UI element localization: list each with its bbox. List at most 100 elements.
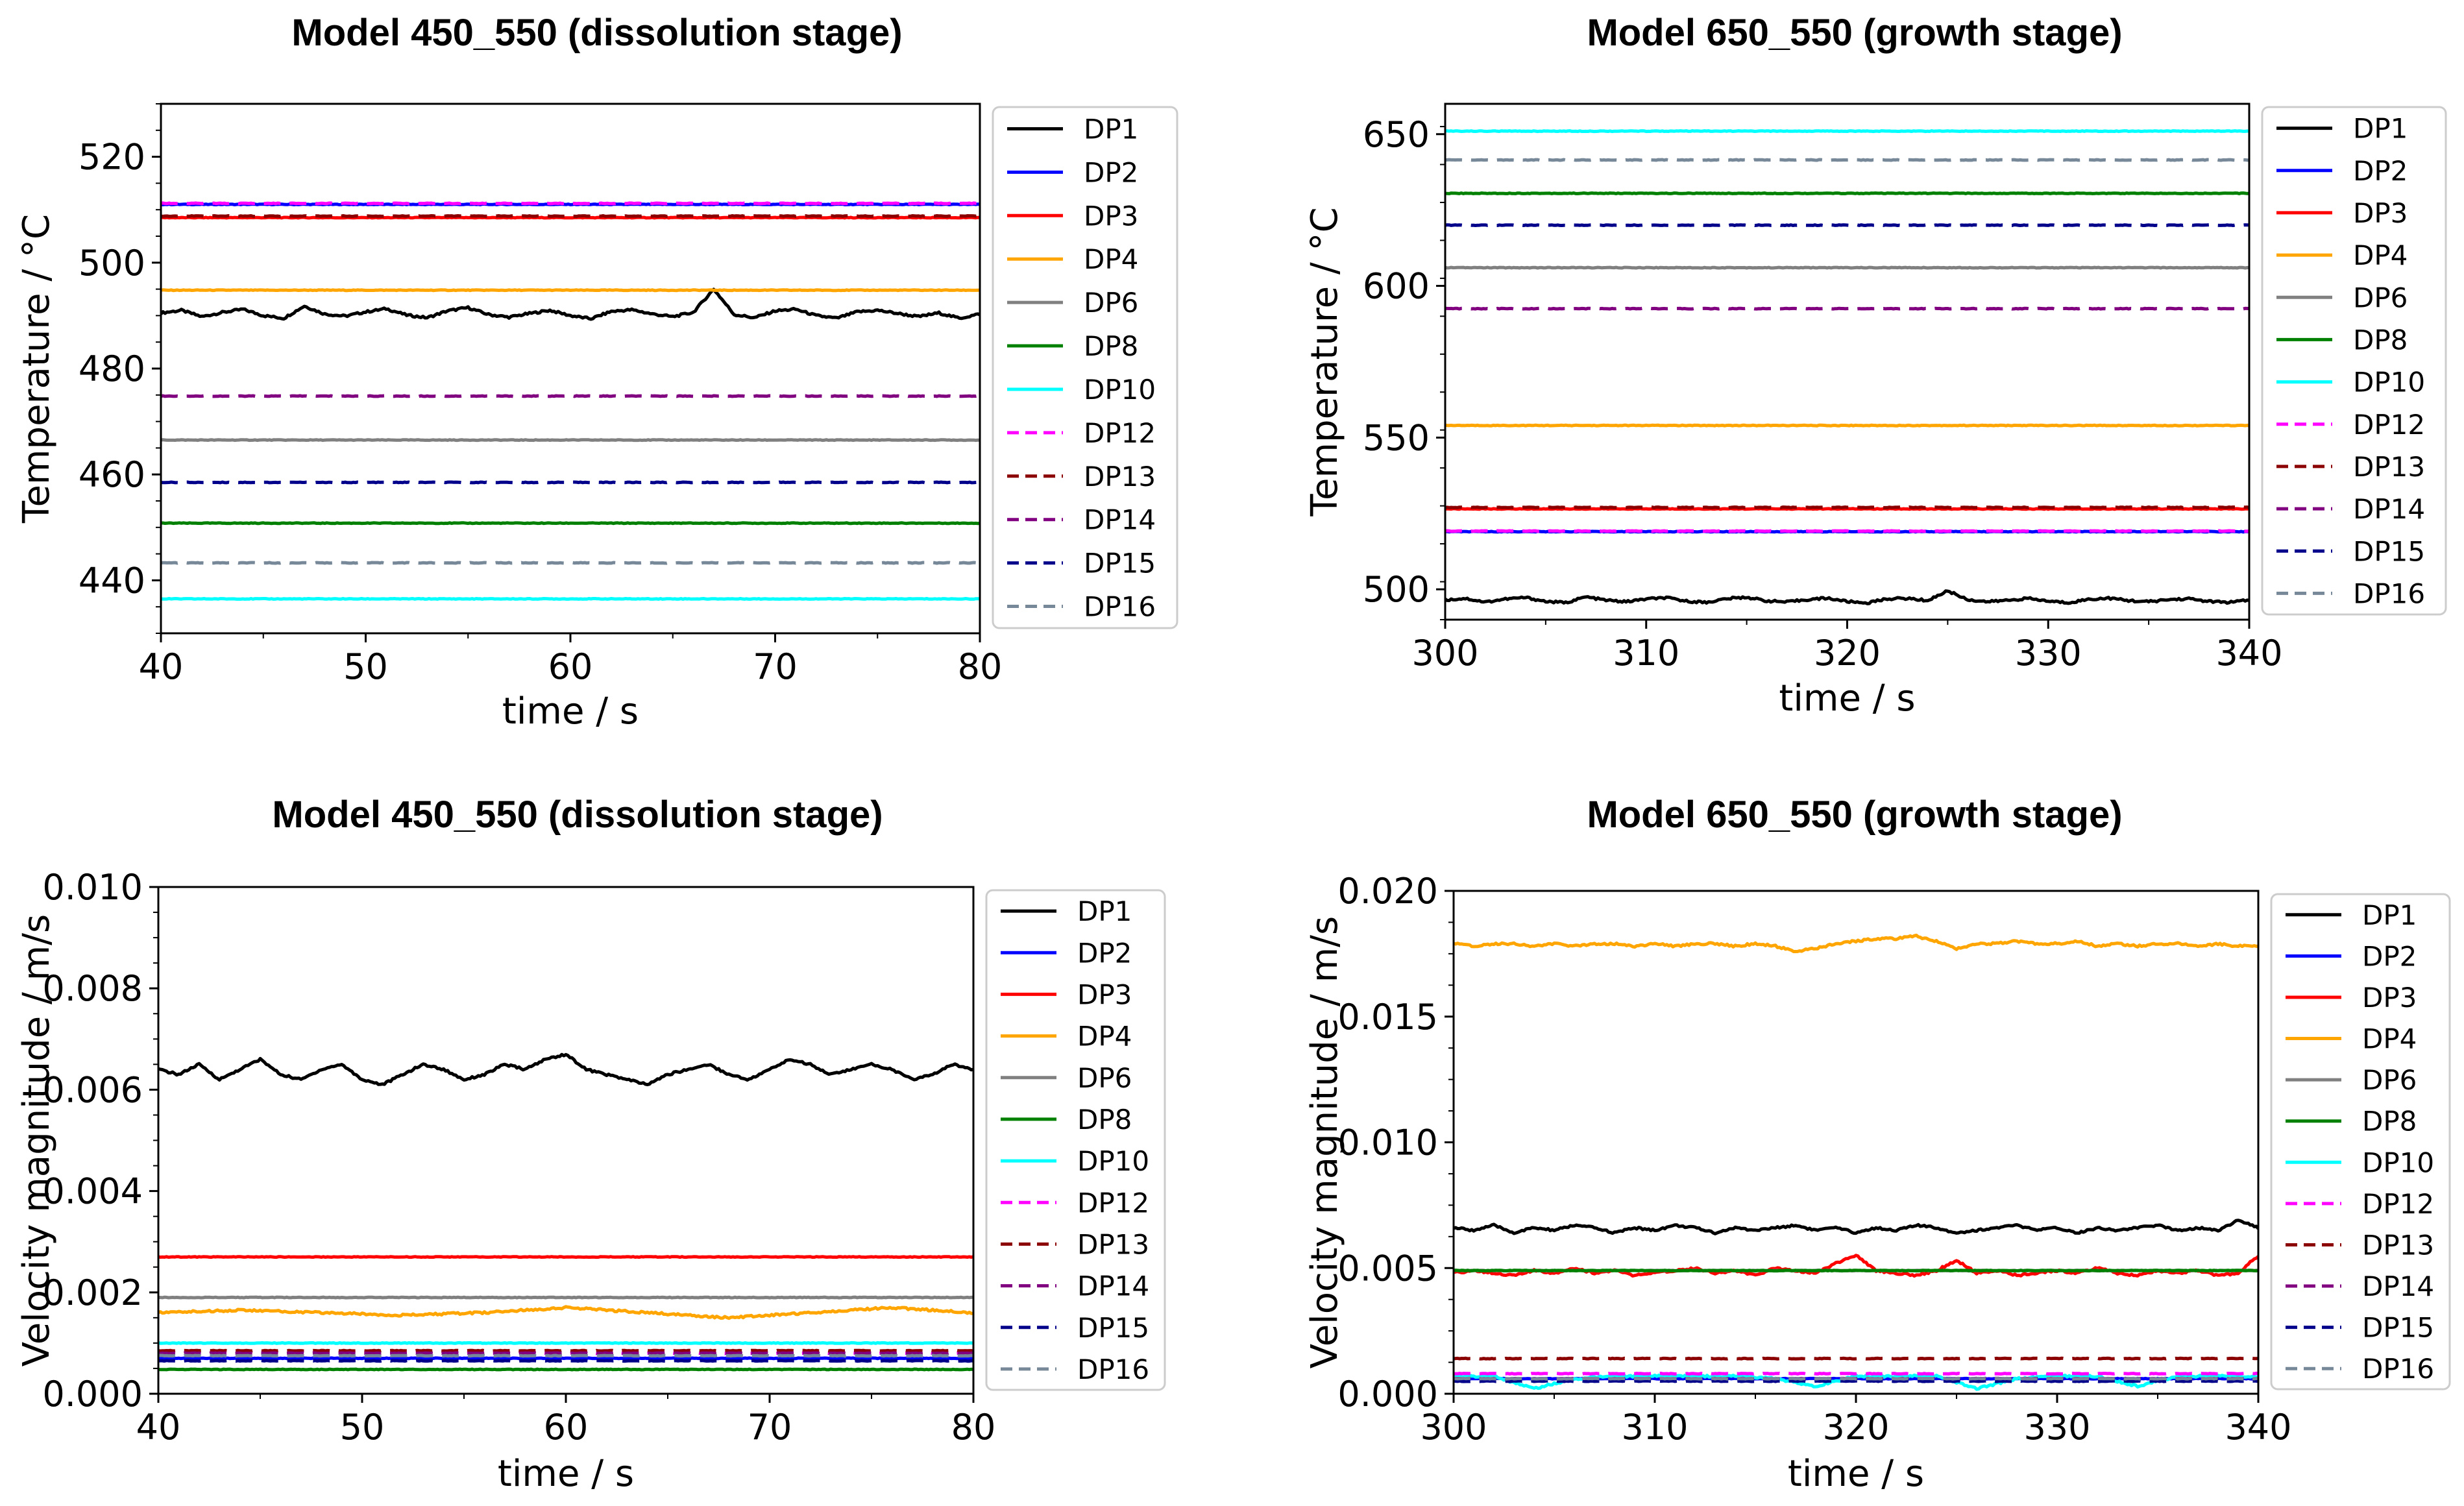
series-line-dp1 xyxy=(158,1052,973,1087)
legend-label-dp1: DP1 xyxy=(1077,895,1132,927)
y-tick-label: 550 xyxy=(1363,417,1430,458)
legend-label-dp10: DP10 xyxy=(2362,1147,2434,1178)
series-line-dp14 xyxy=(158,1351,973,1355)
legend-label-dp2: DP2 xyxy=(1084,156,1138,188)
x-tick-label: 80 xyxy=(958,646,1003,687)
legend-label-dp4: DP4 xyxy=(1077,1021,1132,1052)
legend-box xyxy=(992,106,1178,629)
x-tick-label: 310 xyxy=(1621,1407,1688,1448)
y-tick-label: 500 xyxy=(1363,569,1430,610)
axes-frame xyxy=(157,886,975,1395)
x-tick-label: 40 xyxy=(139,646,184,687)
series-line-dp14 xyxy=(1445,306,2249,311)
legend-label-dp15: DP15 xyxy=(1084,548,1156,579)
chart-title: Model 450_550 (dissolution stage) xyxy=(272,794,883,836)
legend-label-dp1: DP1 xyxy=(2362,899,2417,931)
x-axis-label: time / s xyxy=(1788,1453,1924,1495)
legend-label-dp6: DP6 xyxy=(1077,1062,1132,1094)
y-tick-label: 0.015 xyxy=(1337,997,1438,1038)
axes-frame xyxy=(1444,103,2251,621)
x-tick-label: 50 xyxy=(340,1407,385,1448)
series-line-dp1 xyxy=(1454,1219,2258,1235)
legend-label-dp3: DP3 xyxy=(2353,197,2408,229)
legend-label-dp15: DP15 xyxy=(1077,1312,1149,1344)
legend: DP1 DP2 DP3 DP4 DP6 DP8 DP10 DP12 DP13 DP14 DP15 DP… xyxy=(985,889,1166,1391)
y-axis-label: Velocity magnitude / m/s xyxy=(1304,916,1346,1368)
legend-label-dp14: DP14 xyxy=(2353,493,2425,525)
legend-label-dp14: DP14 xyxy=(1077,1270,1149,1302)
legend-label-dp6: DP6 xyxy=(2362,1064,2417,1096)
legend: DP1 DP2 DP3 DP4 DP6 DP8 DP10 DP12 DP13 DP14 DP15 DP… xyxy=(992,106,1178,629)
x-tick-label: 40 xyxy=(136,1407,181,1448)
series-line-dp4 xyxy=(1445,423,2249,428)
x-tick-label: 340 xyxy=(2215,633,2282,674)
panel-bottom-right: Model 650_550 (growth stage) 300 310 320 330… xyxy=(1304,794,2451,1495)
legend-label-dp14: DP14 xyxy=(2362,1270,2434,1302)
panel-top-left: Model 450_550 (dissolution stage) 40 50 60 7… xyxy=(16,12,1178,733)
series-line-dp4 xyxy=(158,1305,973,1320)
series-line-dp10 xyxy=(1445,129,2249,134)
series-line-dp4 xyxy=(161,288,980,293)
y-tick-label: 650 xyxy=(1363,114,1430,155)
legend-label-dp6: DP6 xyxy=(2353,282,2408,313)
y-tick-label: 0.000 xyxy=(42,1374,143,1415)
x-tick-label: 60 xyxy=(544,1407,589,1448)
legend-label-dp12: DP12 xyxy=(2362,1188,2434,1220)
legend-label-dp8: DP8 xyxy=(2353,324,2408,356)
legend-label-dp13: DP13 xyxy=(2353,451,2425,483)
series-line-dp6 xyxy=(158,1295,973,1300)
x-tick-label: 70 xyxy=(748,1407,792,1448)
series-line-dp13 xyxy=(161,214,980,218)
series-group xyxy=(158,1052,973,1372)
legend-label-dp3: DP3 xyxy=(1077,978,1132,1010)
x-tick-label: 330 xyxy=(2015,633,2082,674)
series-line-dp2 xyxy=(158,1356,973,1361)
y-tick-label: 0.006 xyxy=(42,1069,143,1110)
legend-label-dp8: DP8 xyxy=(1077,1104,1132,1136)
series-group xyxy=(1445,129,2249,605)
legend-label-dp15: DP15 xyxy=(2353,535,2425,567)
y-tick-label: 0.010 xyxy=(1337,1123,1438,1163)
panel-top-right: Model 650_550 (growth stage) 300 310 320 330… xyxy=(1304,12,2447,720)
legend-label-dp12: DP12 xyxy=(2353,409,2425,441)
legend-label-dp3: DP3 xyxy=(1084,200,1138,232)
y-tick-label: 0.020 xyxy=(1337,871,1438,912)
legend-label-dp1: DP1 xyxy=(1084,113,1138,145)
y-tick-label: 440 xyxy=(79,560,145,601)
y-tick-label: 480 xyxy=(79,348,145,389)
legend-label-dp3: DP3 xyxy=(2362,982,2417,1014)
y-tick-label: 0.002 xyxy=(42,1272,143,1313)
series-line-dp12 xyxy=(161,201,980,206)
series-line-dp6 xyxy=(1445,265,2249,270)
series-line-dp8 xyxy=(158,1367,973,1372)
y-tick-label: 0.004 xyxy=(42,1171,143,1212)
x-tick-label: 70 xyxy=(753,646,798,687)
legend-label-dp14: DP14 xyxy=(1084,504,1156,536)
y-axis-label: Temperature / °C xyxy=(16,214,58,524)
series-line-dp16 xyxy=(1454,1376,2258,1381)
y-tick-label: 460 xyxy=(79,454,145,495)
legend-label-dp13: DP13 xyxy=(1077,1228,1149,1260)
y-tick-label: 500 xyxy=(79,243,145,284)
chart-title: Model 650_550 (growth stage) xyxy=(1587,794,2122,836)
series-line-dp13 xyxy=(158,1348,973,1353)
legend-label-dp16: DP16 xyxy=(1077,1354,1149,1385)
x-tick-label: 300 xyxy=(1411,633,1478,674)
series-line-dp4 xyxy=(1454,933,2258,953)
legend-label-dp13: DP13 xyxy=(2362,1229,2434,1261)
x-tick-label: 320 xyxy=(1814,633,1881,674)
series-line-dp10 xyxy=(161,597,980,601)
legend-label-dp10: DP10 xyxy=(1077,1145,1149,1177)
series-line-dp1 xyxy=(1445,589,2249,605)
panel-bottom-left: Model 450_550 (dissolution stage) 40 50 60 7… xyxy=(16,794,1166,1495)
legend-label-dp4: DP4 xyxy=(2353,239,2408,271)
series-group xyxy=(1454,933,2258,1391)
x-axis-label: time / s xyxy=(502,690,639,733)
y-tick-label: 600 xyxy=(1363,266,1430,307)
x-axis-label: time / s xyxy=(1779,677,1915,720)
series-line-dp15 xyxy=(161,480,980,485)
series-line-dp13 xyxy=(1454,1356,2258,1361)
legend-label-dp10: DP10 xyxy=(1084,374,1156,406)
legend-box xyxy=(2261,106,2447,616)
